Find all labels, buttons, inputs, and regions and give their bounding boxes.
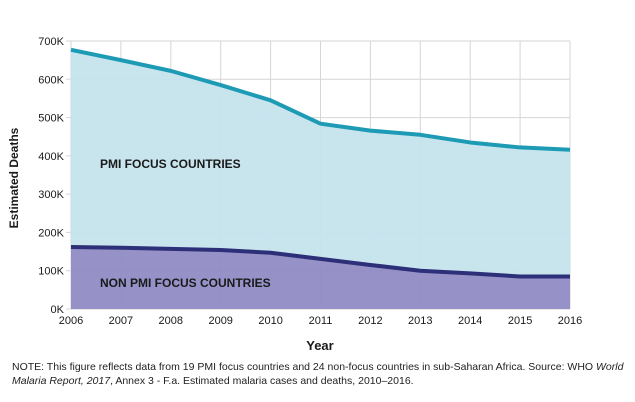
note-suffix: , Annex 3 - F.a. Estimated malaria cases… [110,375,414,387]
y-tick-label: 0K [51,304,65,316]
y-tick-label: 200K [38,227,64,239]
y-tick-label: 300K [38,189,64,201]
x-tick-label: 2016 [558,315,582,327]
x-tick-label: 2007 [109,315,133,327]
note-prefix: NOTE: This figure reflects data from 19 … [12,361,596,373]
y-axis-label: Estimated Deaths [7,127,21,228]
x-tick-label: 2006 [59,315,83,327]
series-label-non-pmi-focus: NON PMI FOCUS COUNTRIES [100,276,271,290]
note-source-title: World Malaria Report, 2017 [12,361,624,387]
x-tick-label: 2015 [508,315,532,327]
x-tick-label: 2008 [159,315,183,327]
y-tick-label: 500K [38,113,64,125]
series-label-pmi-focus: PMI FOCUS COUNTRIES [100,157,241,171]
x-tick-label: 2009 [208,315,232,327]
x-tick-label: 2011 [309,315,333,327]
y-tick-label: 600K [38,74,64,86]
x-tick-label: 2014 [458,315,482,327]
area-non-pmi-focus [71,246,570,309]
x-tick-labels: 2006 2007 2008 2009 2010 2011 2012 2013 2014 2015… [59,315,582,327]
x-tick-label: 2013 [408,315,432,327]
y-tick-label: 100K [38,266,64,278]
x-axis-label: Year [306,338,333,353]
y-tick-label: 700K [38,36,64,48]
x-tick-label: 2010 [258,315,282,327]
line-pmi-focus [70,47,571,152]
y-tick-label: 400K [38,151,64,163]
series-lines [70,47,571,279]
area-fills [71,49,570,309]
x-tick-label: 2012 [358,315,382,327]
line-non-pmi-focus [70,244,570,279]
source-note: NOTE: This figure reflects data from 19 … [12,360,624,388]
area-pmi-focus [71,49,570,277]
y-tick-labels: 0K 100K 200K 300K 400K 500K 600K 700K [38,36,64,316]
